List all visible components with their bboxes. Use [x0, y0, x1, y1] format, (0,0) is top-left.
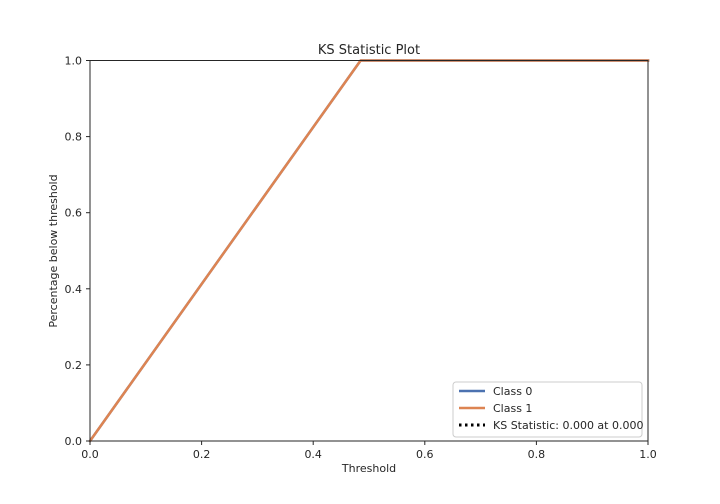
- y-tick-label: 1.0: [65, 55, 83, 68]
- x-tick-label: 0.8: [528, 448, 546, 461]
- x-axis-label: Threshold: [341, 462, 396, 475]
- legend-label: KS Statistic: 0.000 at 0.000: [493, 419, 643, 432]
- x-tick-label: 0.0: [81, 448, 99, 461]
- legend-label: Class 0: [493, 385, 532, 398]
- chart-title: KS Statistic Plot: [318, 43, 420, 58]
- legend: Class 0 Class 1 KS Statistic: 0.000 at 0.0…: [452, 381, 643, 438]
- x-tick-label: 0.4: [304, 448, 322, 461]
- x-tick-label: 0.2: [193, 448, 211, 461]
- legend-label: Class 1: [493, 402, 532, 415]
- y-tick-label: 0.8: [65, 131, 83, 144]
- y-axis-ticks: 0.0 0.2 0.4 0.6 0.8 1.0: [65, 55, 90, 448]
- legend-box: [452, 381, 643, 438]
- x-tick-label: 1.0: [639, 448, 657, 461]
- y-tick-label: 0.2: [65, 359, 83, 372]
- plot-frame: [89, 60, 649, 442]
- y-axis-label: Percentage below threshold: [47, 174, 60, 327]
- x-axis-ticks: 0.0 0.2 0.4 0.6 0.8 1.0: [81, 441, 657, 461]
- x-tick-label: 0.6: [416, 448, 434, 461]
- y-tick-label: 0.4: [65, 283, 83, 296]
- y-tick-label: 0.0: [65, 435, 83, 448]
- y-tick-label: 0.6: [65, 207, 83, 220]
